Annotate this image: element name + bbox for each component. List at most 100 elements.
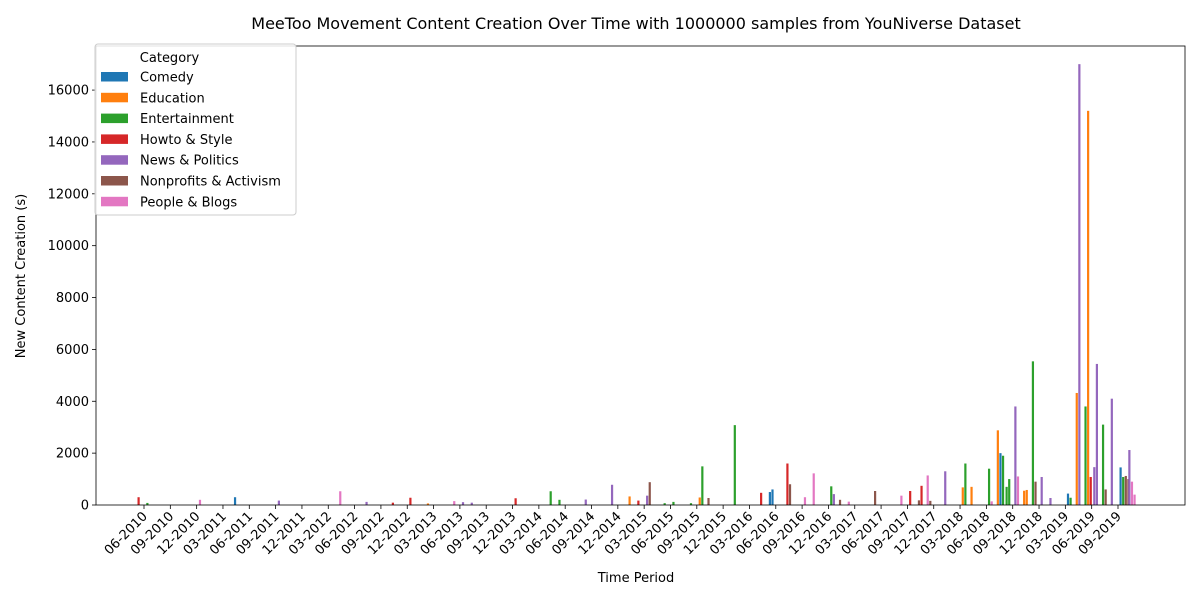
bar xyxy=(628,496,631,505)
bar xyxy=(874,491,877,505)
bar xyxy=(637,500,640,505)
bar xyxy=(198,499,202,505)
bar xyxy=(610,484,614,505)
legend-entry: Nonprofits & Activism xyxy=(140,175,281,190)
bar xyxy=(1049,498,1052,505)
bar xyxy=(1069,497,1072,505)
legend-entry: News & Politics xyxy=(140,154,239,169)
bar xyxy=(1075,392,1078,505)
bar xyxy=(926,475,929,505)
bar xyxy=(137,497,140,505)
bar xyxy=(707,498,710,505)
bar xyxy=(929,500,932,505)
bar xyxy=(838,499,842,505)
legend-title: Category xyxy=(140,51,200,66)
bar xyxy=(1122,476,1125,505)
bar xyxy=(771,489,774,505)
bar xyxy=(961,487,964,505)
bar xyxy=(584,499,587,505)
bar xyxy=(1101,424,1105,505)
legend-swatch xyxy=(101,134,128,144)
bar xyxy=(768,492,771,505)
bar xyxy=(917,500,921,505)
x-ticks: 06-201009-201012-201003-201106-201109-20… xyxy=(102,505,1125,558)
legend-swatch xyxy=(101,176,128,186)
bar xyxy=(786,463,789,505)
bar xyxy=(1001,455,1005,505)
bar xyxy=(146,502,149,505)
bar xyxy=(1031,361,1035,505)
legend-entry: Entertainment xyxy=(140,112,234,127)
bar xyxy=(453,501,456,505)
y-tick-label: 4000 xyxy=(56,395,89,410)
bar xyxy=(1110,398,1113,505)
bar xyxy=(847,501,850,505)
bar xyxy=(1025,489,1028,505)
bar xyxy=(663,503,666,505)
bar xyxy=(964,463,967,505)
legend-swatch xyxy=(101,196,128,207)
bar xyxy=(812,473,815,505)
legend: Category Comedy Education Entertainment Howt… xyxy=(94,43,297,216)
legend-entry: Comedy xyxy=(140,71,194,86)
bar xyxy=(1014,406,1017,505)
bar xyxy=(470,502,473,505)
bar xyxy=(733,425,736,505)
y-tick-label: 2000 xyxy=(56,447,89,462)
bar xyxy=(698,497,701,505)
bar xyxy=(646,495,649,505)
y-tick-label: 14000 xyxy=(48,135,89,150)
bar xyxy=(1104,489,1107,505)
y-tick-label: 6000 xyxy=(56,343,89,358)
x-axis-label: Time Period xyxy=(597,571,674,586)
legend-entry: People & Blogs xyxy=(140,195,237,210)
bar xyxy=(1066,493,1070,505)
y-tick-label: 16000 xyxy=(48,84,89,99)
bar xyxy=(996,430,999,505)
bar xyxy=(558,499,561,505)
bar xyxy=(1087,110,1090,505)
bar xyxy=(830,486,833,505)
bar xyxy=(788,484,792,505)
bar xyxy=(803,497,807,505)
legend-entry: Education xyxy=(140,91,205,106)
bar xyxy=(391,502,394,505)
bar xyxy=(1034,481,1037,505)
bar xyxy=(1040,476,1043,505)
bar xyxy=(990,501,993,505)
bar xyxy=(233,497,237,505)
bar xyxy=(339,491,342,505)
bar xyxy=(1128,450,1131,505)
y-axis-label: New Content Creation (s) xyxy=(14,194,29,358)
bar xyxy=(549,491,552,505)
bar xyxy=(1023,490,1026,505)
y-tick-label: 12000 xyxy=(48,187,89,202)
bar xyxy=(461,502,465,505)
y-ticks: 0 2000 4000 6000 8000 10000 12000 14000 16000 xyxy=(48,84,96,514)
bar xyxy=(900,495,903,505)
bar xyxy=(365,501,368,505)
bar xyxy=(944,471,947,505)
plot-frame xyxy=(95,45,1186,506)
bar xyxy=(1008,479,1011,505)
bar xyxy=(1124,475,1127,505)
bar xyxy=(1119,467,1122,505)
bar xyxy=(987,468,991,505)
bar xyxy=(1130,481,1134,505)
legend-box xyxy=(94,43,297,216)
bar xyxy=(426,503,430,505)
bar xyxy=(1089,476,1092,505)
bar xyxy=(970,486,973,505)
bar xyxy=(672,501,675,505)
y-tick-label: 8000 xyxy=(56,291,89,306)
bar xyxy=(1133,494,1136,505)
y-tick-label: 0 xyxy=(81,499,89,514)
bar xyxy=(1095,363,1098,505)
bar xyxy=(277,500,280,505)
bar xyxy=(920,485,923,505)
bar xyxy=(409,497,412,505)
bar xyxy=(701,466,704,505)
bar xyxy=(999,453,1002,505)
y-tick-label: 10000 xyxy=(48,239,89,254)
bar xyxy=(648,482,651,505)
